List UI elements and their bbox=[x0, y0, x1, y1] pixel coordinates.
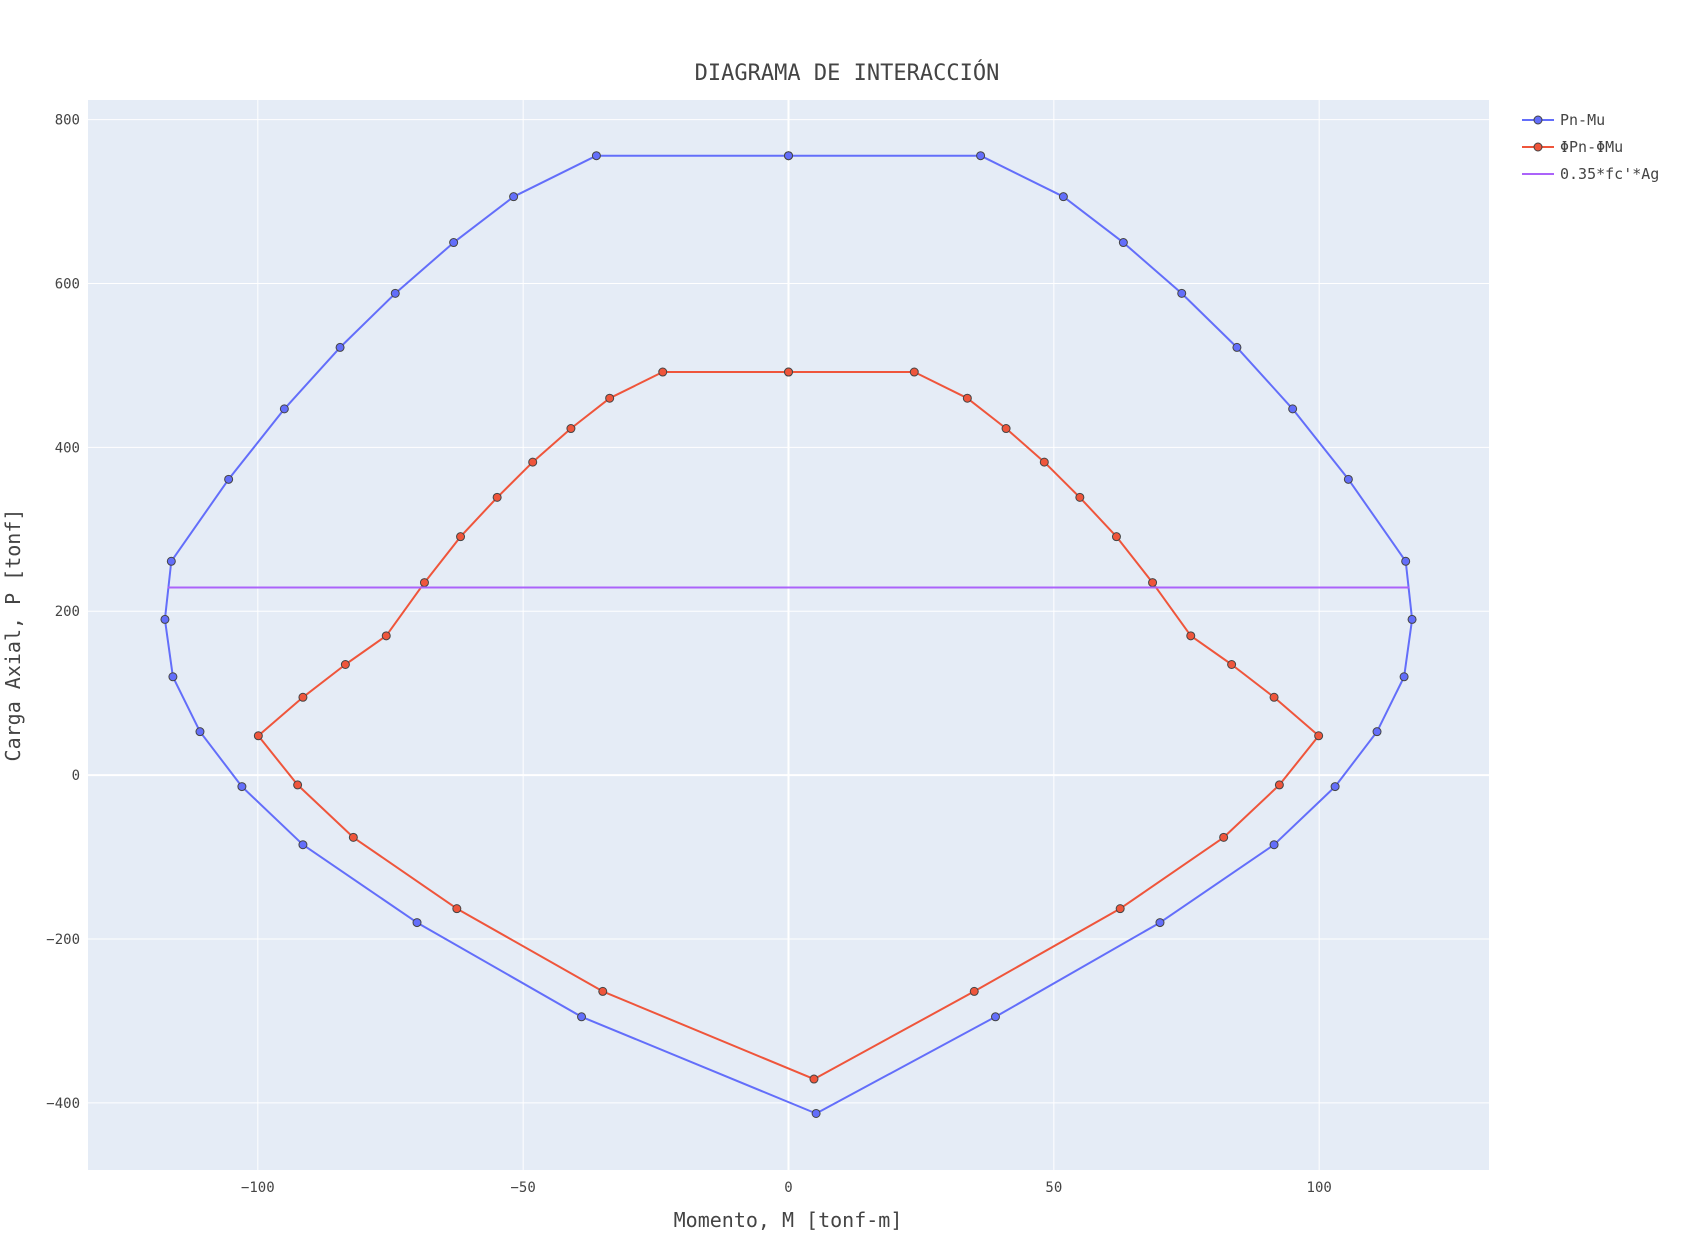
data-point bbox=[224, 474, 234, 484]
data-point bbox=[969, 986, 979, 996]
data-point bbox=[1111, 532, 1121, 542]
data-point bbox=[1177, 288, 1187, 298]
data-point bbox=[298, 840, 308, 850]
data-point bbox=[605, 393, 615, 403]
data-point bbox=[1399, 672, 1409, 682]
y-axis-title: Carga Axial, P [tonf] bbox=[1, 509, 25, 762]
y-tick-label: 200 bbox=[55, 604, 80, 620]
legend[interactable]: Pn-Mu ΦPn-ΦMu 0.35*fc'*Ag bbox=[1522, 111, 1659, 183]
data-point bbox=[1227, 659, 1237, 669]
data-point bbox=[658, 367, 668, 377]
data-point bbox=[962, 393, 972, 403]
data-point bbox=[1314, 731, 1324, 741]
data-point bbox=[1288, 404, 1298, 414]
y-tick-label: 800 bbox=[55, 113, 80, 129]
x-tick-label: −100 bbox=[241, 1180, 275, 1196]
legend-label: ΦPn-ΦMu bbox=[1560, 138, 1623, 156]
x-tick-label: 50 bbox=[1045, 1180, 1062, 1196]
data-point bbox=[1401, 556, 1411, 566]
legend-label: 0.35*fc'*Ag bbox=[1560, 165, 1659, 183]
x-axis-title: Momento, M [tonf-m] bbox=[674, 1208, 903, 1232]
data-point bbox=[452, 904, 462, 914]
x-tick-label: −50 bbox=[511, 1180, 536, 1196]
data-point bbox=[348, 832, 358, 842]
data-point bbox=[298, 692, 308, 702]
legend-item-0-35-fc-ag[interactable]: 0.35*fc'*Ag bbox=[1522, 165, 1659, 183]
data-point bbox=[166, 556, 176, 566]
data-point bbox=[1343, 474, 1353, 484]
data-point bbox=[976, 151, 986, 161]
data-point bbox=[293, 780, 303, 790]
data-point bbox=[381, 631, 391, 641]
series-pn-mu bbox=[253, 367, 1324, 1084]
data-point bbox=[195, 727, 205, 737]
data-point bbox=[1155, 918, 1165, 928]
data-point bbox=[809, 1074, 819, 1084]
legend-item-pn-mu[interactable]: Pn-Mu bbox=[1522, 111, 1605, 129]
series-pn-mu bbox=[160, 151, 1417, 1118]
data-point bbox=[1186, 631, 1196, 641]
data-point bbox=[784, 367, 793, 377]
data-point bbox=[390, 288, 400, 298]
data-point bbox=[528, 457, 538, 467]
data-point bbox=[566, 424, 576, 434]
x-tick-label: 100 bbox=[1307, 1180, 1332, 1196]
legend-swatch-marker bbox=[1533, 142, 1543, 152]
data-point bbox=[1148, 578, 1158, 588]
data-point bbox=[1269, 840, 1279, 850]
y-tick-label: −200 bbox=[46, 932, 80, 948]
y-tick-label: 400 bbox=[55, 440, 80, 456]
y-tick-label: 600 bbox=[55, 277, 80, 293]
legend-label: Pn-Mu bbox=[1560, 111, 1605, 129]
data-point bbox=[784, 151, 793, 161]
y-tick-label: −400 bbox=[46, 1096, 80, 1112]
legend-swatch-marker bbox=[1533, 115, 1543, 125]
data-point bbox=[990, 1012, 1000, 1022]
data-point bbox=[1274, 780, 1284, 790]
series-layer bbox=[160, 151, 1417, 1118]
data-point bbox=[1115, 904, 1125, 914]
data-point bbox=[1372, 727, 1382, 737]
data-point bbox=[577, 1012, 587, 1022]
data-point bbox=[253, 731, 263, 741]
legend-item-pn-mu[interactable]: ΦPn-ΦMu bbox=[1522, 138, 1623, 156]
data-point bbox=[1232, 342, 1242, 352]
y-tick-label: 0 bbox=[72, 768, 80, 784]
data-point bbox=[591, 151, 601, 161]
data-point bbox=[1269, 692, 1279, 702]
tick-labels: −100 −50 0 50 100 −400 −200 0 200 400 600 800 bbox=[46, 113, 1332, 1196]
x-tick-label: 0 bbox=[784, 1180, 792, 1196]
data-point bbox=[1001, 424, 1011, 434]
data-point bbox=[598, 986, 608, 996]
data-point bbox=[412, 918, 422, 928]
data-point bbox=[340, 659, 350, 669]
data-point bbox=[1330, 782, 1340, 792]
data-point bbox=[1118, 238, 1128, 248]
grid-lines bbox=[88, 100, 1489, 1170]
data-point bbox=[492, 492, 502, 502]
data-point bbox=[1058, 192, 1068, 202]
data-point bbox=[237, 782, 247, 792]
data-point bbox=[1219, 832, 1229, 842]
data-point bbox=[509, 192, 519, 202]
data-point bbox=[279, 404, 289, 414]
data-point bbox=[160, 614, 170, 624]
data-point bbox=[1039, 457, 1049, 467]
data-point bbox=[811, 1108, 821, 1118]
data-point bbox=[1075, 492, 1085, 502]
chart-title: DIAGRAMA DE INTERACCIÓN bbox=[695, 60, 1000, 86]
data-point bbox=[449, 238, 459, 248]
data-point bbox=[1407, 614, 1417, 624]
data-point bbox=[909, 367, 919, 377]
data-point bbox=[335, 342, 345, 352]
data-point bbox=[419, 578, 429, 588]
data-point bbox=[168, 672, 178, 682]
data-point bbox=[456, 532, 466, 542]
